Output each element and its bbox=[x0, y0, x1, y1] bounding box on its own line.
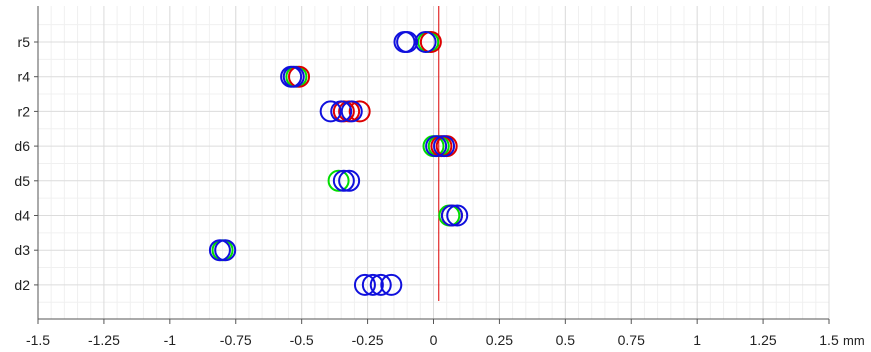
data-point bbox=[288, 65, 311, 88]
data-points bbox=[208, 31, 469, 296]
data-point bbox=[282, 65, 305, 88]
major-grid bbox=[34, 6, 830, 319]
x-tick-label: 0.75 bbox=[618, 332, 645, 348]
x-tick-label: -1.25 bbox=[88, 332, 120, 348]
data-point bbox=[340, 100, 363, 123]
x-axis-tick-labels: -1.5 -1.25 -1 -0.75 -0.5 -0.25 0 0.25 0.5 0.75 1 1.… bbox=[26, 332, 839, 348]
x-tick-label: 0.5 bbox=[556, 332, 576, 348]
y-axis-category-labels: r5 r4 r2 d6 d5 d4 d3 d2 bbox=[14, 34, 30, 293]
data-point bbox=[348, 100, 371, 123]
x-tick-label: 0.25 bbox=[486, 332, 513, 348]
data-point bbox=[330, 100, 353, 123]
data-point bbox=[425, 135, 448, 158]
y-category-label: r4 bbox=[18, 69, 31, 85]
data-point bbox=[214, 239, 237, 262]
data-point bbox=[369, 273, 392, 296]
x-tick-label: -0.75 bbox=[220, 332, 252, 348]
x-tick-label: 1.25 bbox=[749, 332, 776, 348]
x-tick-label: -1 bbox=[164, 332, 177, 348]
data-point bbox=[332, 169, 355, 192]
data-point bbox=[327, 169, 350, 192]
data-point bbox=[353, 273, 376, 296]
y-category-label: d6 bbox=[14, 138, 30, 154]
x-tick-label: -0.5 bbox=[290, 332, 314, 348]
x-tick-label: 1.5 bbox=[819, 332, 839, 348]
y-category-label: d2 bbox=[14, 277, 30, 293]
y-category-label: r5 bbox=[18, 34, 31, 50]
data-point bbox=[446, 204, 469, 227]
data-point bbox=[419, 31, 442, 53]
y-category-label: r2 bbox=[18, 103, 31, 119]
y-category-label: d5 bbox=[14, 173, 30, 189]
data-point bbox=[319, 100, 342, 123]
y-category-label: d4 bbox=[14, 208, 30, 224]
y-category-label: d3 bbox=[14, 242, 30, 258]
data-point bbox=[433, 135, 456, 158]
x-tick-label: 0 bbox=[430, 332, 438, 348]
x-tick-label: -0.25 bbox=[352, 332, 384, 348]
data-point bbox=[208, 239, 231, 262]
x-unit-label: mm bbox=[843, 333, 865, 348]
data-point bbox=[414, 31, 437, 53]
x-tick-label: 1 bbox=[693, 332, 701, 348]
data-point bbox=[440, 204, 463, 227]
data-point bbox=[380, 273, 403, 296]
data-point bbox=[396, 31, 419, 53]
x-tick-label: -1.5 bbox=[26, 332, 50, 348]
data-point bbox=[361, 273, 384, 296]
data-point bbox=[338, 169, 361, 192]
x-axis-ticks bbox=[37, 319, 830, 324]
